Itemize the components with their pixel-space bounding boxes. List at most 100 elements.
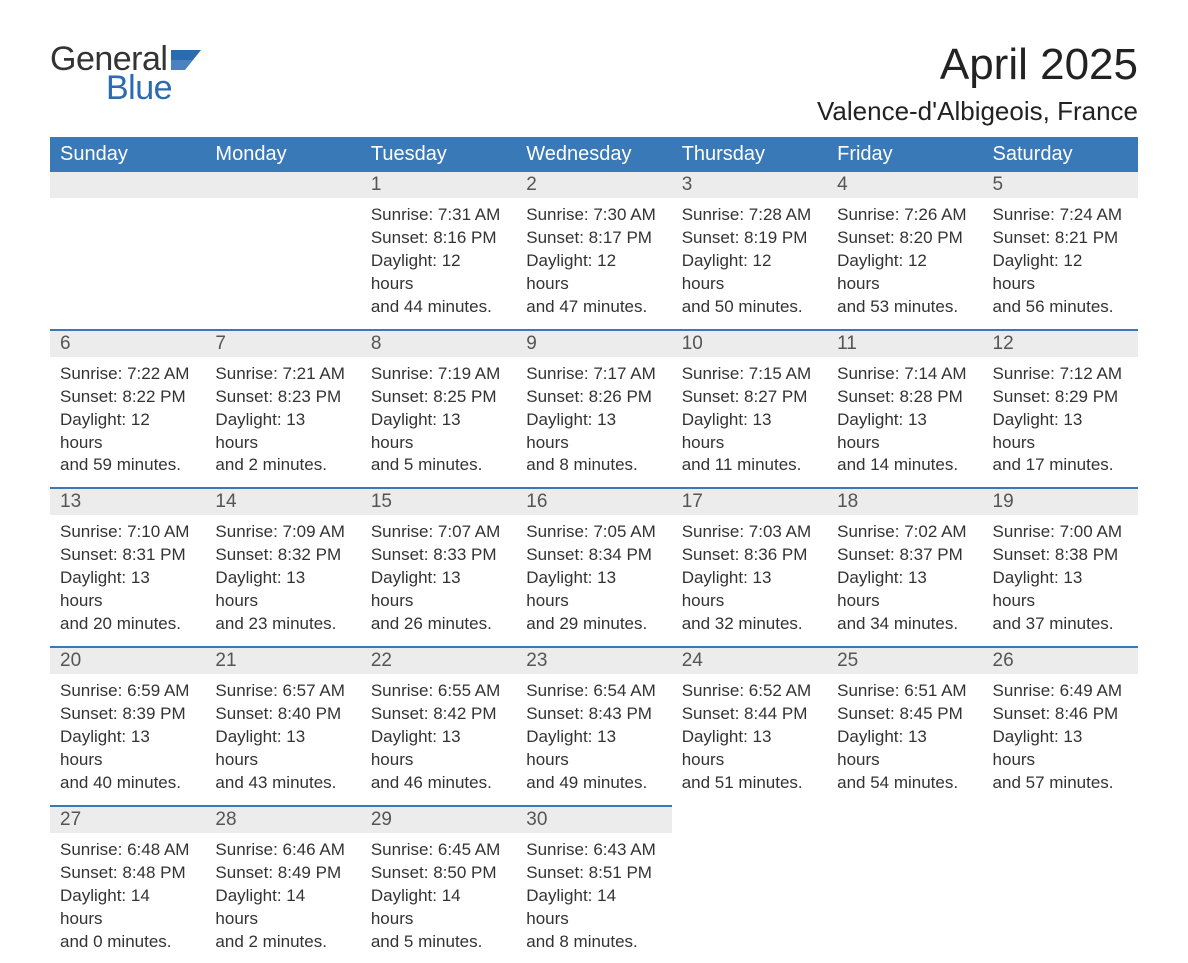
calendar-cell: 29Sunrise: 6:45 AMSunset: 8:50 PMDayligh… (361, 806, 516, 963)
calendar-cell: 20Sunrise: 6:59 AMSunset: 8:39 PMDayligh… (50, 647, 205, 806)
day-sunrise: Sunrise: 7:21 AM (215, 363, 350, 386)
calendar-body: 1Sunrise: 7:31 AMSunset: 8:16 PMDaylight… (50, 172, 1138, 963)
location-subtitle: Valence-d'Albigeois, France (817, 96, 1138, 127)
calendar-cell (827, 806, 982, 963)
day-sunrise: Sunrise: 7:28 AM (682, 204, 817, 227)
day-content: Sunrise: 7:30 AMSunset: 8:17 PMDaylight:… (516, 198, 671, 329)
day-sunrise: Sunrise: 7:05 AM (526, 521, 661, 544)
day-content: Sunrise: 7:28 AMSunset: 8:19 PMDaylight:… (672, 198, 827, 329)
day-content: Sunrise: 7:05 AMSunset: 8:34 PMDaylight:… (516, 515, 671, 646)
calendar-cell: 17Sunrise: 7:03 AMSunset: 8:36 PMDayligh… (672, 488, 827, 647)
day-daylight2: and 40 minutes. (60, 772, 195, 795)
day-number: 19 (983, 489, 1138, 515)
day-daylight1: Daylight: 13 hours (682, 567, 817, 613)
day-number: 16 (516, 489, 671, 515)
day-content: Sunrise: 7:10 AMSunset: 8:31 PMDaylight:… (50, 515, 205, 646)
calendar-cell: 1Sunrise: 7:31 AMSunset: 8:16 PMDaylight… (361, 172, 516, 330)
day-content: Sunrise: 6:49 AMSunset: 8:46 PMDaylight:… (983, 674, 1138, 805)
calendar-cell: 12Sunrise: 7:12 AMSunset: 8:29 PMDayligh… (983, 330, 1138, 489)
day-sunset: Sunset: 8:36 PM (682, 544, 817, 567)
day-daylight2: and 51 minutes. (682, 772, 817, 795)
day-content: Sunrise: 6:48 AMSunset: 8:48 PMDaylight:… (50, 833, 205, 963)
day-sunrise: Sunrise: 7:00 AM (993, 521, 1128, 544)
day-daylight2: and 56 minutes. (993, 296, 1128, 319)
day-sunset: Sunset: 8:37 PM (837, 544, 972, 567)
calendar-cell (672, 806, 827, 963)
day-daylight1: Daylight: 14 hours (526, 885, 661, 931)
calendar-cell: 7Sunrise: 7:21 AMSunset: 8:23 PMDaylight… (205, 330, 360, 489)
day-number: 18 (827, 489, 982, 515)
calendar-week-row: 1Sunrise: 7:31 AMSunset: 8:16 PMDaylight… (50, 172, 1138, 330)
day-daylight2: and 5 minutes. (371, 454, 506, 477)
day-sunset: Sunset: 8:38 PM (993, 544, 1128, 567)
day-sunset: Sunset: 8:31 PM (60, 544, 195, 567)
day-daylight2: and 37 minutes. (993, 613, 1128, 636)
calendar-cell: 15Sunrise: 7:07 AMSunset: 8:33 PMDayligh… (361, 488, 516, 647)
day-daylight2: and 2 minutes. (215, 454, 350, 477)
day-sunrise: Sunrise: 6:57 AM (215, 680, 350, 703)
day-content: Sunrise: 7:26 AMSunset: 8:20 PMDaylight:… (827, 198, 982, 329)
day-daylight1: Daylight: 12 hours (682, 250, 817, 296)
day-number: 28 (205, 807, 360, 833)
weekday-header: Friday (827, 137, 982, 172)
day-daylight2: and 49 minutes. (526, 772, 661, 795)
day-content: Sunrise: 7:12 AMSunset: 8:29 PMDaylight:… (983, 357, 1138, 488)
weekday-header: Monday (205, 137, 360, 172)
day-daylight2: and 8 minutes. (526, 931, 661, 954)
day-number: 15 (361, 489, 516, 515)
day-daylight2: and 57 minutes. (993, 772, 1128, 795)
calendar-cell: 24Sunrise: 6:52 AMSunset: 8:44 PMDayligh… (672, 647, 827, 806)
day-sunset: Sunset: 8:39 PM (60, 703, 195, 726)
day-daylight2: and 26 minutes. (371, 613, 506, 636)
day-sunset: Sunset: 8:21 PM (993, 227, 1128, 250)
day-sunset: Sunset: 8:22 PM (60, 386, 195, 409)
calendar-cell: 22Sunrise: 6:55 AMSunset: 8:42 PMDayligh… (361, 647, 516, 806)
day-number: 29 (361, 807, 516, 833)
title-block: April 2025 Valence-d'Albigeois, France (817, 40, 1138, 127)
day-content: Sunrise: 7:15 AMSunset: 8:27 PMDaylight:… (672, 357, 827, 488)
day-daylight1: Daylight: 13 hours (682, 726, 817, 772)
day-content: Sunrise: 7:00 AMSunset: 8:38 PMDaylight:… (983, 515, 1138, 646)
calendar-cell: 25Sunrise: 6:51 AMSunset: 8:45 PMDayligh… (827, 647, 982, 806)
calendar-cell: 19Sunrise: 7:00 AMSunset: 8:38 PMDayligh… (983, 488, 1138, 647)
day-number: 25 (827, 648, 982, 674)
day-daylight2: and 43 minutes. (215, 772, 350, 795)
day-number: 30 (516, 807, 671, 833)
day-sunrise: Sunrise: 7:14 AM (837, 363, 972, 386)
day-daylight2: and 20 minutes. (60, 613, 195, 636)
day-sunrise: Sunrise: 6:52 AM (682, 680, 817, 703)
day-number: 24 (672, 648, 827, 674)
day-number: 6 (50, 331, 205, 357)
day-daylight2: and 17 minutes. (993, 454, 1128, 477)
day-number: 22 (361, 648, 516, 674)
day-daylight2: and 46 minutes. (371, 772, 506, 795)
day-sunset: Sunset: 8:25 PM (371, 386, 506, 409)
day-daylight1: Daylight: 13 hours (371, 567, 506, 613)
calendar-table: SundayMondayTuesdayWednesdayThursdayFrid… (50, 137, 1138, 963)
calendar-cell (205, 172, 360, 330)
day-content: Sunrise: 7:02 AMSunset: 8:37 PMDaylight:… (827, 515, 982, 646)
day-daylight1: Daylight: 13 hours (837, 726, 972, 772)
day-sunset: Sunset: 8:20 PM (837, 227, 972, 250)
day-content: Sunrise: 7:14 AMSunset: 8:28 PMDaylight:… (827, 357, 982, 488)
calendar-cell: 14Sunrise: 7:09 AMSunset: 8:32 PMDayligh… (205, 488, 360, 647)
day-sunset: Sunset: 8:51 PM (526, 862, 661, 885)
calendar-cell (50, 172, 205, 330)
day-daylight1: Daylight: 13 hours (526, 726, 661, 772)
day-content: Sunrise: 7:24 AMSunset: 8:21 PMDaylight:… (983, 198, 1138, 329)
logo-word-blue: Blue (106, 69, 201, 108)
day-sunset: Sunset: 8:48 PM (60, 862, 195, 885)
day-daylight2: and 8 minutes. (526, 454, 661, 477)
day-daylight2: and 32 minutes. (682, 613, 817, 636)
calendar-week-row: 6Sunrise: 7:22 AMSunset: 8:22 PMDaylight… (50, 330, 1138, 489)
calendar-week-row: 20Sunrise: 6:59 AMSunset: 8:39 PMDayligh… (50, 647, 1138, 806)
day-sunrise: Sunrise: 7:30 AM (526, 204, 661, 227)
day-sunset: Sunset: 8:40 PM (215, 703, 350, 726)
day-content: Sunrise: 6:51 AMSunset: 8:45 PMDaylight:… (827, 674, 982, 805)
day-daylight1: Daylight: 12 hours (837, 250, 972, 296)
day-sunrise: Sunrise: 7:22 AM (60, 363, 195, 386)
day-sunrise: Sunrise: 7:02 AM (837, 521, 972, 544)
day-daylight2: and 44 minutes. (371, 296, 506, 319)
day-daylight1: Daylight: 13 hours (837, 567, 972, 613)
day-content: Sunrise: 6:54 AMSunset: 8:43 PMDaylight:… (516, 674, 671, 805)
